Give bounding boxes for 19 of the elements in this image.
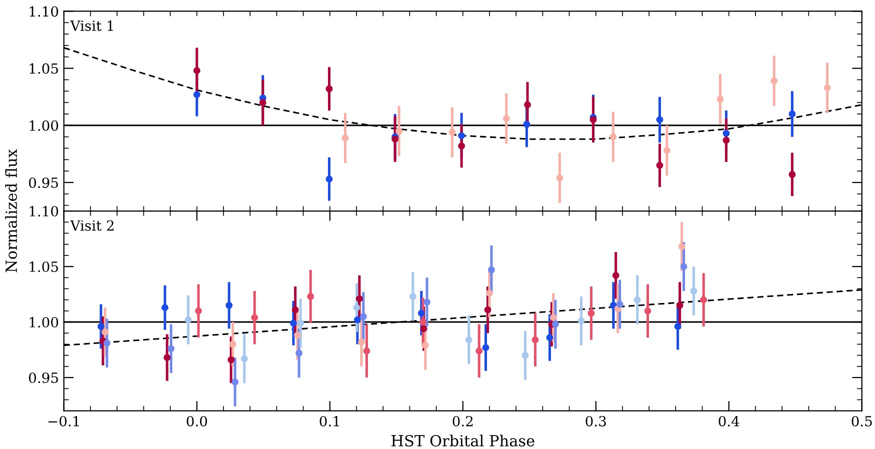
x-tick-label: 0.3 [586,416,606,426]
y-tick-label: 1.05 [30,262,58,272]
x-tick-label: −0.1 [48,416,79,426]
y-tick-label: 1.00 [30,317,58,328]
x-tick-label: 0.4 [718,416,740,426]
y-tick-label: 0.95 [29,372,58,384]
y-tick-label: 1.10 [30,6,58,17]
x-tick-label: 0.0 [186,416,207,426]
y-tick-label: 1.10 [30,206,58,217]
y-axis-title: Normalized flux [5,149,18,272]
annotation: Visit 1 [70,20,113,31]
annotation: Visit 2 [70,220,114,231]
x-axis-title: HST Orbital Phase [392,434,534,447]
x-tick-label: 0.2 [452,416,473,426]
y-tick-label: 1.00 [30,120,58,131]
y-tick-label: 1.05 [30,63,58,74]
x-tick-label: 0.1 [320,416,339,426]
x-tick-label: 0.5 [852,416,872,426]
y-tick-label: 0.95 [29,177,58,188]
